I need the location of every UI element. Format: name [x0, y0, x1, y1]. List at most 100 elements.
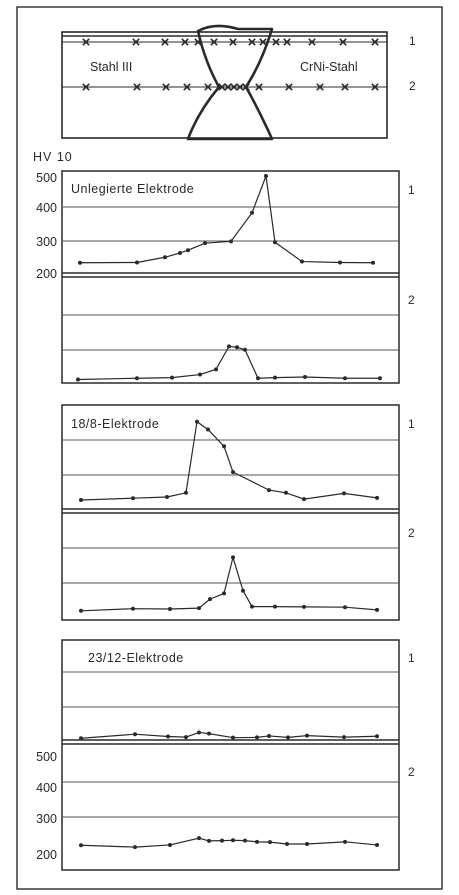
data-point [207, 838, 211, 843]
indentation-mark [210, 38, 218, 46]
data-point [168, 842, 172, 847]
data-point [302, 604, 306, 609]
panel-title: 18/8-Elektrode [71, 417, 159, 431]
data-point [79, 608, 83, 613]
data-point [343, 605, 347, 610]
data-point [343, 376, 347, 381]
indentation-mark [371, 83, 379, 91]
indentation-mark [339, 38, 347, 46]
data-point [255, 735, 259, 740]
indentation-mark [255, 83, 263, 91]
data-point [76, 377, 80, 382]
y-tick-label: 500 [36, 171, 57, 185]
hardness-axis-title: HV 10 [33, 150, 73, 164]
indentation-mark [341, 83, 349, 91]
indentation-mark [242, 83, 250, 91]
indentation-mark [204, 83, 212, 91]
panel-23-12-elektrode: 23/12-Elektrode 500 400 300 200 1 2 [36, 639, 415, 871]
weld-schematic: Stahl III CrNi-Stahl 1 2 [61, 24, 416, 141]
data-point [302, 497, 306, 502]
data-point [273, 604, 277, 609]
indentation-mark [132, 38, 140, 46]
data-point [286, 735, 290, 740]
data-point [231, 838, 235, 843]
y-tick-label: 300 [36, 235, 57, 249]
data-point [135, 260, 139, 265]
data-point [178, 250, 182, 255]
data-point [273, 375, 277, 380]
y-tick-label: 200 [36, 267, 57, 281]
indentation-mark [248, 38, 256, 46]
data-point [250, 604, 254, 609]
data-point [267, 488, 271, 493]
weld-seam-outline [186, 24, 274, 141]
series-1-line [79, 419, 379, 502]
data-point [378, 376, 382, 381]
data-point [197, 836, 201, 841]
indentation-mark [181, 38, 189, 46]
data-point [235, 345, 239, 350]
data-point [197, 606, 201, 611]
panel-18-8-elektrode: 18/8-Elektrode 1 2 [61, 404, 415, 621]
y-tick-label: 400 [36, 781, 57, 795]
data-point [131, 606, 135, 611]
data-point [375, 495, 379, 500]
indentation-mark [82, 38, 90, 46]
indentation-mark [224, 83, 232, 91]
schematic-row-label-2: 2 [409, 79, 416, 93]
data-point [227, 344, 231, 349]
data-point [195, 419, 199, 424]
data-point [222, 444, 226, 449]
indentation-mark [133, 83, 141, 91]
data-point [255, 839, 259, 844]
indentation-mark [161, 38, 169, 46]
panel-frame [61, 639, 400, 871]
indentation-mark [283, 38, 291, 46]
data-point [229, 239, 233, 244]
data-point [79, 843, 83, 848]
data-point [342, 735, 346, 740]
data-point [250, 210, 254, 215]
data-point [131, 496, 135, 501]
series-2-line [79, 836, 379, 850]
base-metal-label-right: CrNi-Stahl [300, 60, 358, 74]
data-point [203, 241, 207, 246]
outer-frame [16, 6, 443, 890]
data-point [170, 375, 174, 380]
data-point [375, 842, 379, 847]
data-point [207, 731, 211, 736]
data-point [375, 734, 379, 739]
indentation-mark [229, 38, 237, 46]
data-point [268, 840, 272, 845]
series-label-1: 1 [408, 651, 415, 665]
data-point [222, 591, 226, 596]
indentation-mark [316, 83, 324, 91]
data-point [206, 427, 210, 432]
data-point [220, 838, 224, 843]
data-point [133, 732, 137, 737]
data-point [338, 260, 342, 265]
data-point [197, 730, 201, 735]
data-point [184, 735, 188, 740]
panel-title: Unlegierte Elektrode [71, 182, 194, 196]
series-line [80, 555, 378, 612]
data-point [79, 736, 83, 741]
data-point [186, 248, 190, 253]
data-point [166, 734, 170, 739]
data-point [241, 588, 245, 593]
indentation-mark [230, 83, 238, 91]
series-label-2: 2 [408, 765, 415, 779]
series-2-line [76, 344, 382, 382]
series-line [80, 837, 378, 848]
data-point [256, 376, 260, 381]
series-line [80, 420, 378, 501]
indentation-mark [371, 38, 379, 46]
y-tick-label: 200 [36, 848, 57, 862]
data-point [163, 255, 167, 260]
data-point [243, 838, 247, 843]
series-label-2: 2 [408, 526, 415, 540]
indentation-mark [272, 38, 280, 46]
data-point [231, 555, 235, 560]
series-label-1: 1 [408, 183, 415, 197]
